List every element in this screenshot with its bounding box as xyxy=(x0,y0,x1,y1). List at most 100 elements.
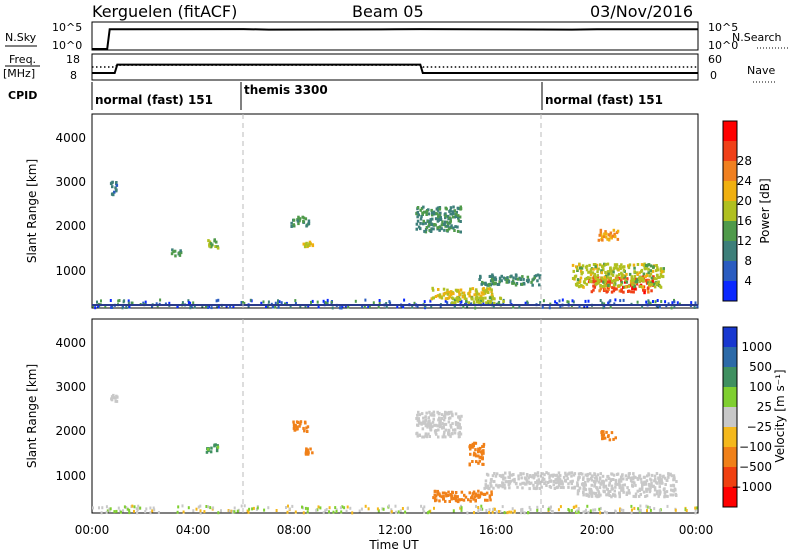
echo-pixel-424 xyxy=(454,212,458,216)
echo-pixel-1104 xyxy=(618,480,621,484)
echo-pixel-141 xyxy=(159,298,162,302)
echo-pixel-415 xyxy=(424,415,427,419)
power-ytick-3000: 3000 xyxy=(55,175,86,189)
echo-pixel-499 xyxy=(442,287,446,291)
echo-pixel-976 xyxy=(660,481,663,485)
echo-pixel-198 xyxy=(459,506,462,510)
echo-pixel-211 xyxy=(105,505,108,509)
echo-pixel-1111 xyxy=(637,494,641,498)
nsearch-label: N.Search xyxy=(732,31,782,44)
echo-pixel-581 xyxy=(478,459,481,463)
echo-pixel-1068 xyxy=(594,263,597,266)
echo-pixel-1116 xyxy=(614,436,617,440)
echo-pixel-1006 xyxy=(585,282,589,286)
echo-pixel-256 xyxy=(547,507,550,511)
echo-pixel-549 xyxy=(441,491,445,495)
echo-pixel-275 xyxy=(173,249,177,253)
echo-pixel-817 xyxy=(635,282,639,286)
echo-pixel-154 xyxy=(262,300,265,304)
echo-pixel-404 xyxy=(444,216,447,220)
echo-pixel-604 xyxy=(477,454,480,458)
echo-pixel-1014 xyxy=(621,473,624,477)
echo-pixel-1028 xyxy=(594,476,598,480)
echo-pixel-598 xyxy=(477,447,480,451)
echo-pixel-544 xyxy=(468,491,471,495)
echo-pixel-696 xyxy=(505,280,508,284)
echo-pixel-350 xyxy=(444,428,447,432)
echo-pixel-798 xyxy=(508,471,511,475)
echo-pixel-149 xyxy=(606,511,608,515)
echo-pixel-259 xyxy=(212,506,215,510)
echo-pixel-525 xyxy=(485,289,488,293)
echo-pixel-706 xyxy=(534,274,538,278)
echo-pixel-171 xyxy=(645,300,648,304)
echo-pixel-680 xyxy=(516,277,520,281)
echo-pixel-215 xyxy=(423,510,426,514)
echo-pixel-155 xyxy=(228,509,231,513)
echo-pixel-779 xyxy=(536,482,539,486)
echo-pixel-971 xyxy=(597,490,600,494)
echo-pixel-917 xyxy=(636,278,639,282)
echo-pixel-241 xyxy=(326,298,329,302)
echo-pixel-927 xyxy=(599,472,602,476)
echo-pixel-726 xyxy=(532,474,535,477)
echo-pixel-593 xyxy=(473,441,476,445)
echo-pixel-140 xyxy=(144,510,147,514)
echo-pixel-734 xyxy=(554,481,558,485)
echo-pixel-146 xyxy=(428,510,431,514)
echo-pixel-753 xyxy=(527,476,530,480)
echo-pixel-227 xyxy=(243,301,246,305)
echo-pixel-319 xyxy=(307,222,311,225)
echo-pixel-514 xyxy=(462,291,466,295)
echo-pixel-961 xyxy=(620,486,624,490)
echo-pixel-1077 xyxy=(589,268,593,272)
xtick-20: 20:00 xyxy=(580,523,615,537)
echo-pixel-120 xyxy=(667,302,670,306)
echo-pixel-386 xyxy=(417,419,421,423)
echo-pixel-242 xyxy=(426,511,429,515)
echo-pixel-1085 xyxy=(658,284,662,288)
echo-pixel-437 xyxy=(418,421,421,425)
echo-pixel-64 xyxy=(189,301,192,305)
echo-pixel-522 xyxy=(490,490,493,494)
echo-pixel-82 xyxy=(561,298,564,302)
echo-pixel-1122 xyxy=(620,275,624,279)
echo-pixel-1024 xyxy=(652,484,655,488)
echo-pixel-903 xyxy=(604,284,607,288)
echo-pixel-744 xyxy=(483,486,486,490)
sky-panel-frame xyxy=(91,21,699,51)
echo-pixel-602 xyxy=(502,300,505,303)
echo-pixel-704 xyxy=(478,278,481,281)
echo-pixel-346 xyxy=(452,428,455,432)
echo-pixel-900 xyxy=(656,268,660,272)
echo-pixel-725 xyxy=(543,473,546,477)
echo-pixel-623 xyxy=(458,298,462,302)
echo-pixel-1076 xyxy=(658,492,662,495)
echo-pixel-408 xyxy=(457,421,460,425)
echo-pixel-193 xyxy=(506,511,509,515)
echo-pixel-118 xyxy=(181,301,184,305)
echo-pixel-286 xyxy=(205,450,209,454)
echo-pixel-111 xyxy=(284,302,286,306)
echo-pixel-1154 xyxy=(616,237,620,241)
echo-pixel-110 xyxy=(217,305,220,309)
echo-pixel-683 xyxy=(494,278,498,281)
echo-pixel-749 xyxy=(596,276,600,279)
colorbar-swatch-3 xyxy=(723,221,737,241)
echo-pixel-760 xyxy=(557,481,561,485)
echo-pixel-943 xyxy=(645,487,648,491)
echo-pixel-383 xyxy=(434,212,437,216)
echo-pixel-41 xyxy=(243,504,246,508)
echo-pixel-446 xyxy=(417,417,420,421)
echo-pixel-190 xyxy=(390,510,393,514)
echo-pixel-983 xyxy=(636,273,639,276)
echo-pixel-872 xyxy=(598,477,602,481)
echo-pixel-323 xyxy=(297,215,300,219)
echo-pixel-75 xyxy=(649,506,651,509)
echo-pixel-497 xyxy=(481,296,484,300)
echo-pixel-547 xyxy=(433,489,437,493)
echo-pixel-1051 xyxy=(664,494,668,498)
echo-pixel-547 xyxy=(442,292,446,296)
echo-pixel-9 xyxy=(578,305,581,309)
echo-pixel-175 xyxy=(109,299,112,302)
